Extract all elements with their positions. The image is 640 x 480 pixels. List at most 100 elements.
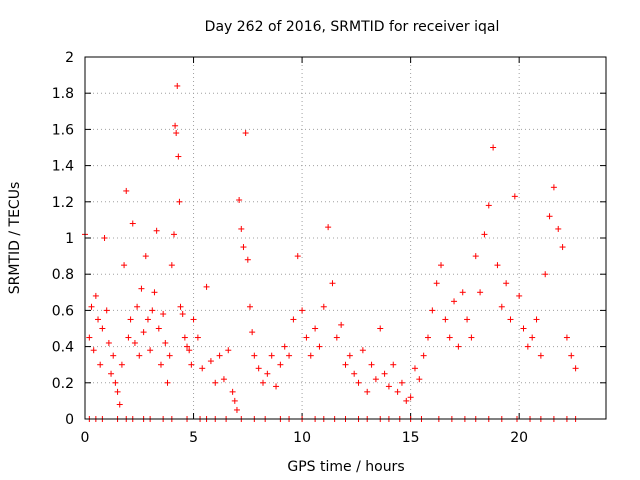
data-point [164, 379, 171, 386]
data-point [225, 347, 232, 354]
data-point [236, 196, 243, 203]
data-point [303, 334, 310, 341]
data-point [490, 144, 497, 151]
data-point [563, 334, 570, 341]
data-point [199, 365, 206, 372]
data-point [494, 262, 501, 269]
data-point [433, 280, 440, 287]
data-point [316, 343, 323, 350]
data-point [203, 283, 210, 290]
data-point [171, 231, 178, 238]
data-point [364, 388, 371, 395]
data-point [281, 343, 288, 350]
data-point [385, 383, 392, 390]
x-tick-label: 15 [402, 430, 420, 446]
data-point [368, 361, 375, 368]
data-point [123, 187, 130, 194]
data-point [251, 352, 258, 359]
data-point [277, 361, 284, 368]
data-point [420, 352, 427, 359]
data-point [125, 334, 132, 341]
data-point [286, 352, 293, 359]
data-point [503, 280, 510, 287]
data-point [144, 316, 151, 323]
data-point [407, 394, 414, 401]
data-point [110, 352, 117, 359]
data-point [325, 224, 332, 231]
y-tick-label: 0 [65, 412, 74, 428]
data-point [172, 122, 179, 129]
data-point [95, 316, 102, 323]
data-point [455, 343, 462, 350]
data-point [294, 253, 301, 260]
data-point [372, 376, 379, 383]
data-point [533, 316, 540, 323]
data-point [112, 379, 119, 386]
y-tick-label: 2 [65, 50, 74, 66]
data-point [134, 303, 141, 310]
data-point [429, 307, 436, 314]
chart-title: Day 262 of 2016, SRMTID for receiver iqa… [205, 19, 500, 35]
data-point [186, 347, 193, 354]
data-point [151, 289, 158, 296]
data-point [381, 370, 388, 377]
data-point [290, 316, 297, 323]
data-point [99, 325, 106, 332]
data-point [92, 292, 99, 299]
data-point [320, 303, 327, 310]
data-point [472, 253, 479, 260]
x-tick-label: 20 [510, 430, 528, 446]
data-point [157, 361, 164, 368]
data-point [403, 397, 410, 404]
data-point [477, 289, 484, 296]
y-tick-label: 0.6 [52, 303, 74, 319]
data-point [359, 347, 366, 354]
data-point [160, 311, 167, 318]
data-point [390, 361, 397, 368]
data-point [416, 376, 423, 383]
data-point [468, 334, 475, 341]
data-point [255, 365, 262, 372]
data-point [398, 379, 405, 386]
data-point [162, 339, 169, 346]
data-point [464, 316, 471, 323]
data-point [342, 361, 349, 368]
data-point [220, 376, 227, 383]
data-point [550, 184, 557, 191]
data-point [260, 379, 267, 386]
data-point [103, 307, 110, 314]
data-point [529, 334, 536, 341]
data-point [520, 325, 527, 332]
data-point [131, 339, 138, 346]
data-point [147, 347, 154, 354]
y-axis-label: SRMTID / TECUs [7, 182, 23, 295]
data-point [177, 303, 184, 310]
y-tick-label: 0.4 [52, 340, 74, 356]
data-point [175, 153, 182, 160]
data-point [242, 130, 249, 137]
x-tick-label: 10 [293, 430, 311, 446]
data-point [238, 225, 245, 232]
data-point [459, 289, 466, 296]
data-point [207, 358, 214, 365]
data-point [411, 365, 418, 372]
data-point [88, 303, 95, 310]
data-point [333, 334, 340, 341]
data-point [346, 352, 353, 359]
data-point [231, 397, 238, 404]
data-point [149, 307, 156, 314]
data-point [181, 334, 188, 341]
data-point [524, 343, 531, 350]
data-point [86, 334, 93, 341]
x-axis-label: GPS time / hours [287, 459, 404, 475]
data-point [129, 220, 136, 227]
data-point [438, 262, 445, 269]
data-point [481, 231, 488, 238]
data-point [244, 256, 251, 263]
data-point [173, 130, 180, 137]
data-point [307, 352, 314, 359]
data-point [511, 193, 518, 200]
data-point [176, 198, 183, 205]
data-point [312, 325, 319, 332]
